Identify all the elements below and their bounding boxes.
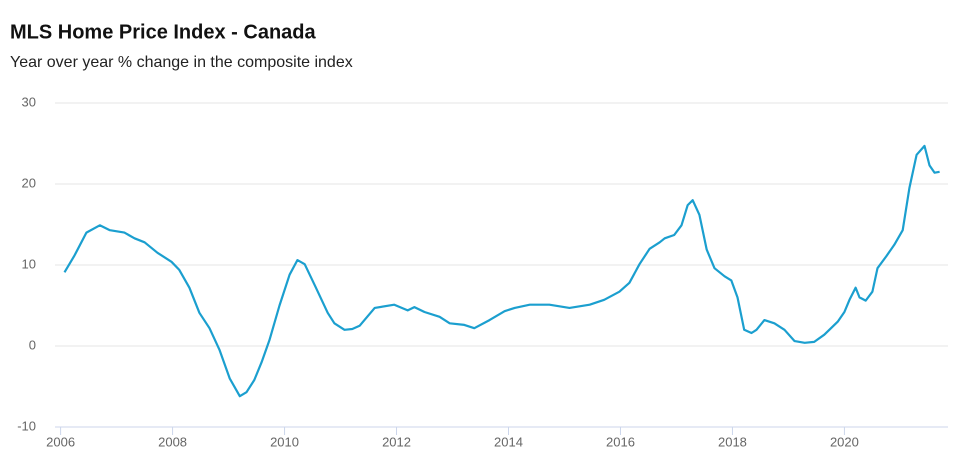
x-tick-label: 2020	[830, 434, 859, 449]
x-tick-label: 2018	[718, 434, 747, 449]
x-tick-label: 2008	[158, 434, 187, 449]
y-tick-label: 10	[22, 256, 36, 271]
y-tick-label: 20	[22, 175, 36, 190]
x-tick-label: 2014	[494, 434, 523, 449]
y-tick-label: 0	[29, 337, 36, 352]
x-tick-label: 2016	[606, 434, 635, 449]
y-tick-label: 30	[22, 94, 36, 109]
chart-subtitle: Year over year % change in the composite…	[10, 54, 353, 71]
x-tick-label: 2006	[46, 434, 75, 449]
x-tick-label: 2012	[382, 434, 411, 449]
line	[63, 144, 940, 398]
x-tick-label: 2010	[270, 434, 299, 449]
y-tick-label: -10	[17, 418, 36, 433]
chart-title: MLS Home Price Index - Canada	[10, 21, 317, 43]
